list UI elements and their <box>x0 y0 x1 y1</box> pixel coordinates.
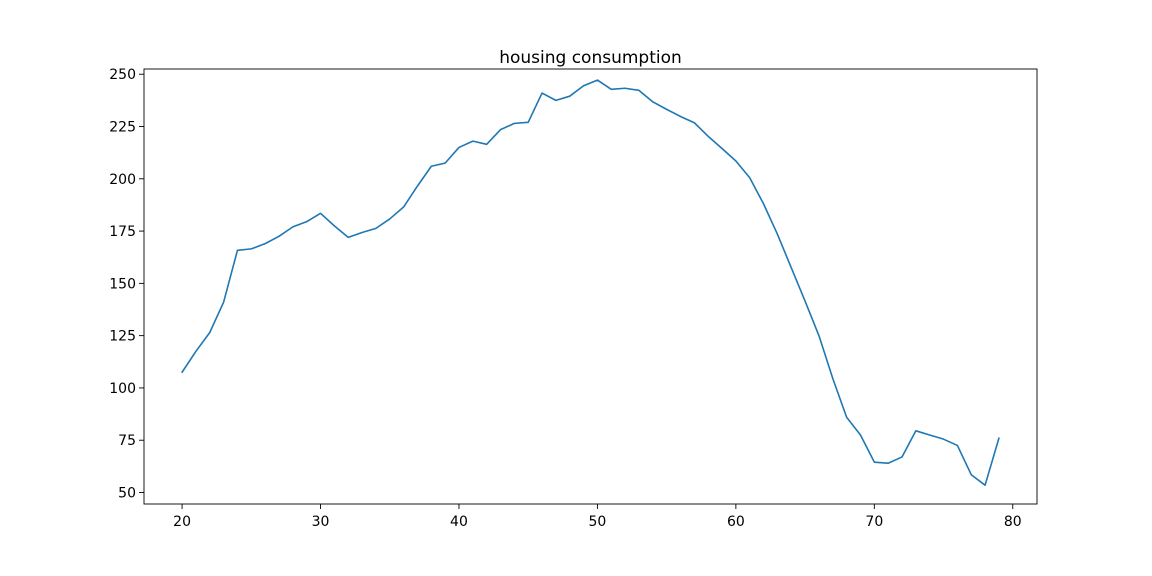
chart-title: housing consumption <box>499 48 682 68</box>
x-axis: 20 30 40 50 60 70 80 <box>173 504 1022 530</box>
y-tick-label: 150 <box>109 276 136 292</box>
x-tick-label: 30 <box>312 514 330 530</box>
x-tick-label: 80 <box>1004 514 1022 530</box>
x-tick-label: 60 <box>727 514 745 530</box>
y-tick-label: 75 <box>118 433 136 449</box>
series-line-0 <box>181 79 1000 486</box>
plot-area <box>181 79 1000 486</box>
y-tick-label: 50 <box>118 485 136 501</box>
x-tick-label: 50 <box>589 514 607 530</box>
x-tick-label: 20 <box>173 514 191 530</box>
x-tick-label: 70 <box>865 514 883 530</box>
y-tick-label: 125 <box>109 329 136 345</box>
y-tick-label: 225 <box>109 120 136 136</box>
y-axis: 50 75 100 125 150 175 200 225 250 <box>109 67 144 501</box>
x-tick-label: 40 <box>450 514 468 530</box>
y-tick-label: 175 <box>109 224 136 240</box>
axes-frame <box>143 68 1038 505</box>
y-tick-label: 200 <box>109 172 136 188</box>
y-tick-label: 250 <box>109 67 136 83</box>
y-tick-label: 100 <box>109 381 136 397</box>
